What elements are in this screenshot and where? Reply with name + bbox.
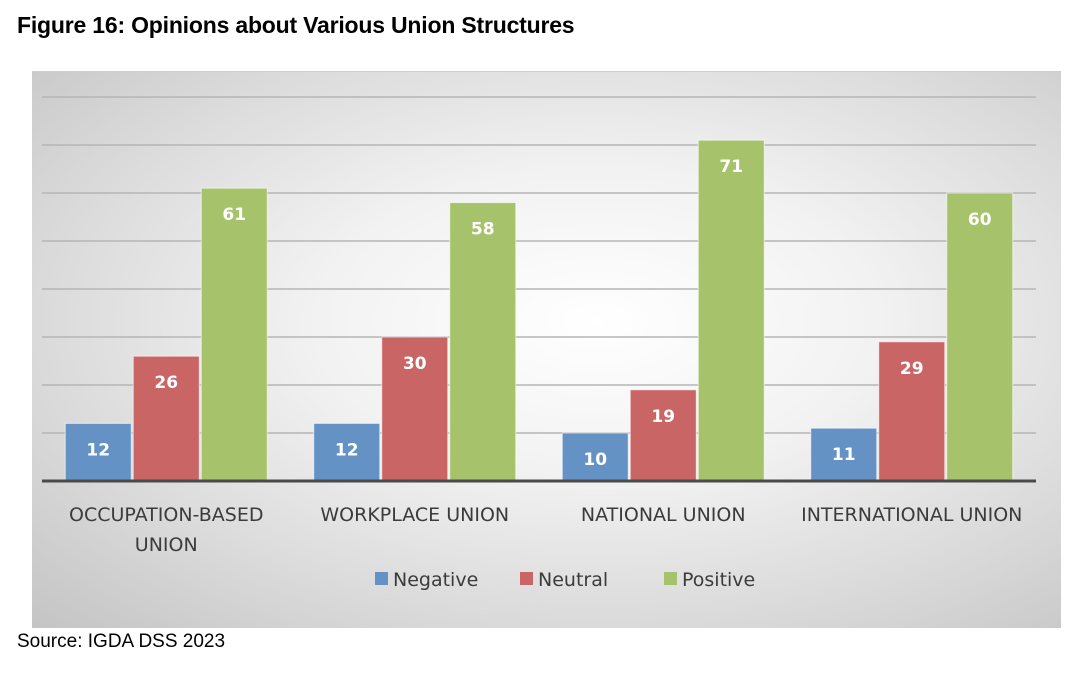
bar-neutral — [629, 389, 697, 482]
chart-area: 12 12 10 11 26 30 19 29 61 58 71 60 OCCUPATION-BASE… — [32, 71, 1061, 628]
bar-positive — [697, 139, 765, 482]
legend-swatch-negative — [375, 572, 388, 585]
legend-label-negative: Negative — [393, 569, 478, 591]
data-labels: 12 12 10 11 26 30 19 29 61 58 71 60 — [86, 157, 991, 470]
bar-positive — [449, 202, 517, 482]
category-labels: OCCUPATION-BASED UNION WORKPLACE UNION NATI… — [69, 504, 1022, 556]
data-label: 30 — [403, 354, 427, 374]
bar-positive — [200, 187, 268, 482]
legend-swatch-neutral — [520, 572, 533, 585]
bar-negative — [64, 422, 132, 482]
data-label: 60 — [968, 210, 992, 230]
category-label: INTERNATIONAL UNION — [801, 504, 1022, 526]
legend: Negative Neutral Positive — [375, 569, 755, 591]
data-label: 61 — [222, 205, 246, 225]
data-label: 12 — [335, 440, 359, 460]
bar-neutral — [381, 336, 449, 482]
figure-title: Figure 16: Opinions about Various Union … — [17, 12, 575, 38]
legend-swatch-positive — [664, 572, 677, 585]
data-label: 29 — [900, 359, 924, 379]
bar-chart: 12 12 10 11 26 30 19 29 61 58 71 60 OCCUPATION-BASE… — [42, 96, 1036, 591]
bar-neutral — [132, 355, 200, 482]
category-label: NATIONAL UNION — [581, 504, 746, 526]
bar-positive — [946, 192, 1014, 482]
bars — [64, 139, 1014, 482]
data-label: 10 — [583, 450, 607, 470]
category-label: UNION — [135, 534, 198, 556]
data-label: 71 — [719, 157, 743, 177]
bar-negative — [561, 432, 629, 482]
data-label: 19 — [651, 407, 675, 427]
data-label: 58 — [471, 220, 495, 240]
data-label: 12 — [86, 440, 110, 460]
category-label: OCCUPATION-BASED — [69, 504, 263, 526]
legend-label-neutral: Neutral — [538, 569, 608, 591]
data-label: 11 — [832, 445, 856, 465]
category-label: WORKPLACE UNION — [320, 504, 509, 526]
bar-negative — [810, 427, 878, 482]
data-label: 26 — [154, 373, 178, 393]
source-note: Source: IGDA DSS 2023 — [17, 631, 226, 652]
bar-neutral — [878, 341, 946, 482]
legend-label-positive: Positive — [682, 569, 755, 591]
